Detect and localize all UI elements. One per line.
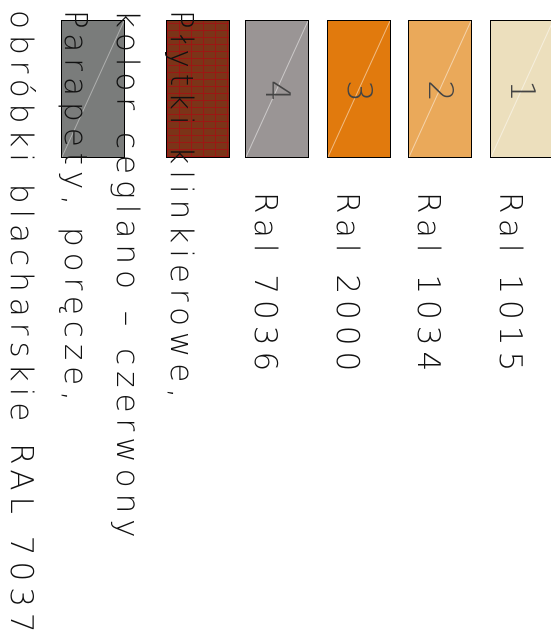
label-ral-7036: Ral 7036 [247,192,283,378]
swatch-ral-1015: 1 [490,20,551,158]
label-clinker-tiles: Płytki klinkierowe, kolor ceglano – czer… [109,10,199,544]
swatch-ral-7037 [61,20,125,158]
diagonal-line [491,24,551,157]
swatch-ral-7036: 4 [245,20,309,158]
label-sills-railings: Parapety, poręcze, obróbki blacharskie R… [3,10,93,639]
swatch-clinker-brick [166,20,230,158]
label-ral-1034: Ral 1034 [410,192,446,378]
swatch-number: 4 [257,80,297,102]
swatch-ral-2000: 3 [327,20,391,158]
swatch-number: 1 [502,80,542,102]
diagonal-line [62,21,124,157]
diagonal-line [246,21,308,157]
label-ral-1015: Ral 1015 [492,192,528,378]
diagonal-line [328,21,390,157]
swatch-number: 3 [339,80,379,102]
label-ral-2000: Ral 2000 [329,192,365,378]
color-legend: 1 2 3 4 Ral 1015 Ral 1034 Ral 2000 Ral 7… [3,10,551,639]
swatch-ral-1034: 2 [408,20,472,158]
diagonal-line [409,21,471,157]
swatch-number: 2 [420,80,460,102]
